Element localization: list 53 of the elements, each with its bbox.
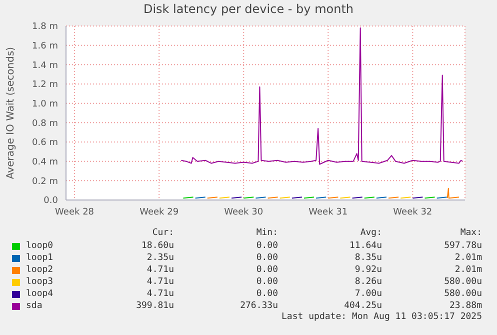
x-tick-label: Week 30 [224,207,264,218]
legend-label: loop0 [26,241,54,251]
text: 11.64u [348,241,382,251]
y-tick-label: 1.4 m [32,60,58,71]
y-tick-label: 1.0 m [32,100,58,110]
text: 2.01m [454,253,482,263]
text: 276.33u [239,301,278,311]
text: 4.71u [146,265,174,275]
x-tick-label: Week 32 [393,207,432,218]
text: Avg: [359,228,382,240]
text: Last update: Mon Aug 11 03:05:17 2025 [280,312,482,324]
legend-label: loop1 [26,253,54,263]
text: 0.00 [255,265,278,275]
y-tick-label: 1.2 m [32,80,58,90]
text: 2.35u [146,253,174,263]
text: 18.60u [140,241,174,251]
text: Min: [255,228,278,240]
x-tick-label: Week 29 [140,207,179,218]
text: 4.71u [146,289,174,299]
y-axis-title: Average IO Wait (seconds) [6,46,17,180]
text: 9.92u [354,265,382,275]
text: Cur: [151,228,174,240]
text: 0.00 [255,289,278,299]
y-tick-label: 1.6 m [32,42,58,52]
legend-label: loop2 [26,265,54,275]
text: 8.35u [354,253,382,263]
text: 7.00u [354,289,382,299]
text: 2.01m [454,265,482,275]
y-tick-label: 0.8 m [32,118,58,129]
text: 0.00 [255,241,278,251]
text: 597.78u [443,241,482,251]
text: 399.81u [135,301,174,311]
y-tick-label: 1.8 m [32,22,58,32]
legend-label: sda [26,301,44,311]
text: 580.00u [443,277,482,287]
legend-label: loop4 [26,289,54,299]
text: 0.00 [255,277,278,287]
text: 8.26u [354,277,382,287]
text: 404.25u [343,301,382,311]
line-series [180,27,463,165]
y-tick-label: 0.2 m [32,176,58,187]
x-tick-label: Week 28 [55,207,94,218]
text: 23.88m [448,301,482,311]
y-tick-label: 0.6 m [32,138,58,148]
y-tick-label: 0.0 [44,196,58,206]
y-tick-label: 0.4 m [32,158,58,168]
text: 4.71u [146,277,174,287]
text: Max: [459,228,482,240]
chart-title: Disk latency per device - by month [142,2,355,18]
text: 0.00 [255,253,278,263]
legend-label: loop3 [26,277,54,287]
text: 580.00u [443,289,482,299]
x-tick-label: Week 31 [308,207,348,218]
